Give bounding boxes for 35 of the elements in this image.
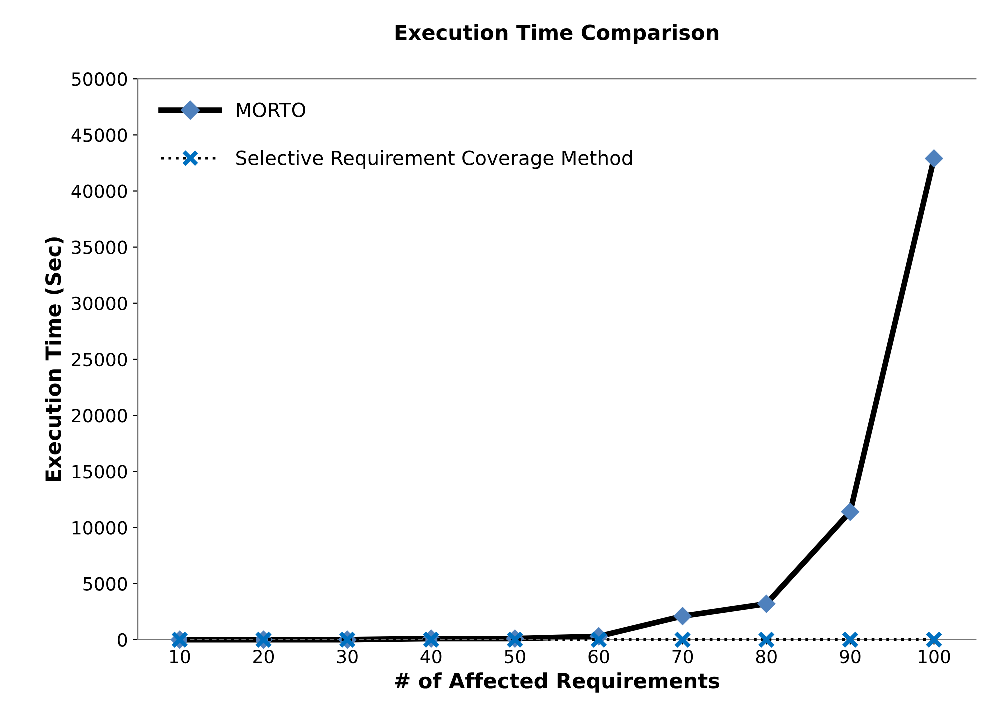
x-tick-label: 70 — [672, 650, 694, 664]
point — [926, 631, 943, 649]
y-tick-label: 40000 — [72, 184, 128, 198]
x-tick-label: 30 — [337, 650, 358, 664]
point — [757, 594, 776, 614]
point — [841, 502, 860, 522]
x-tick-label: 40 — [420, 650, 442, 664]
point — [674, 631, 692, 649]
legend-label: Selective Requirement Coverage Method — [236, 150, 632, 170]
y-axis-title: Execution Time (Sec) — [45, 238, 64, 482]
point — [758, 631, 776, 649]
y-tick-label: 10000 — [72, 521, 128, 535]
point — [590, 631, 608, 649]
x-tick-label: 100 — [918, 650, 950, 664]
x-tick-label: 90 — [840, 650, 861, 664]
x-axis-title: # of Affected Requirements — [395, 672, 720, 693]
y-tick-label: 45000 — [72, 128, 128, 142]
y-tick-label: 5000 — [84, 577, 128, 591]
x-tick-label: 20 — [254, 650, 274, 664]
chart-title: Execution Time Comparison — [396, 24, 719, 45]
point — [842, 631, 860, 649]
y-tick-label: 0 — [118, 633, 128, 648]
x-tick-label: 60 — [588, 650, 610, 664]
point — [924, 149, 944, 168]
legend-label: MORTO — [237, 102, 306, 118]
y-tick-label: 20000 — [72, 409, 128, 423]
y-tick-label: 30000 — [72, 296, 128, 311]
y-tick-label: 15000 — [72, 465, 128, 479]
y-tick-label: 35000 — [72, 240, 128, 254]
x-tick-label: 50 — [505, 650, 526, 664]
y-tick-label: 50000 — [72, 72, 128, 86]
x-tick-label: 10 — [170, 650, 190, 664]
x-tick-label: 80 — [756, 650, 777, 664]
y-tick-label: 25000 — [72, 352, 128, 367]
point — [673, 607, 692, 626]
